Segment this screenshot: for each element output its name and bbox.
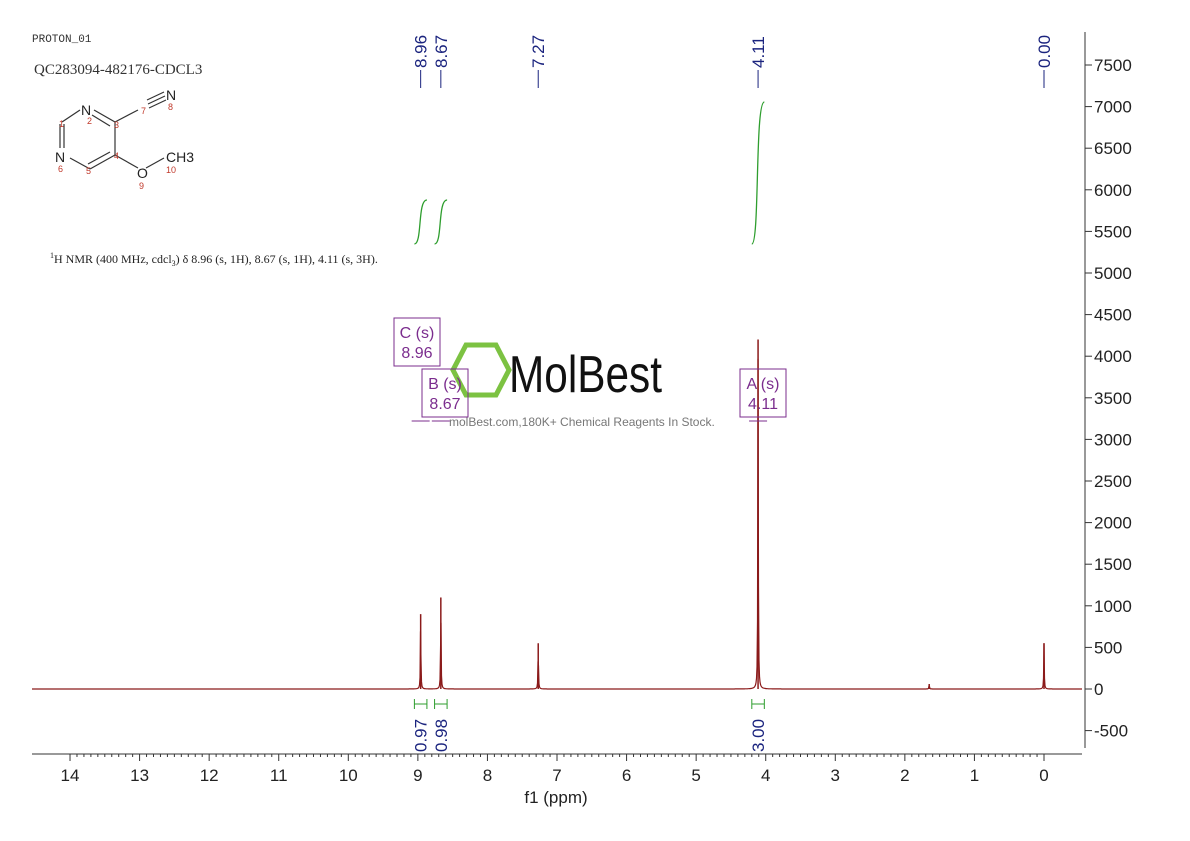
atom-number: 10	[166, 165, 176, 175]
desc-sub: 3	[172, 259, 176, 268]
multiplet-shift: 8.67	[429, 396, 460, 413]
x-tick-label: 10	[339, 766, 358, 785]
multiplet-box	[393, 317, 441, 367]
molbest-watermark: MolBest molBest.com,180K+ Chemical Reage…	[449, 342, 715, 429]
atom-numbers: 1 2 3 4 5 6 7 8 9 10	[58, 102, 176, 191]
atom-number: 1	[59, 119, 64, 129]
peak-label: 7.27	[529, 35, 548, 68]
integral-curve	[433, 199, 448, 245]
atom-number: 2	[87, 116, 92, 126]
nmr-description: 1H NMR (400 MHz, cdcl3) δ 8.96 (s, 1H), …	[50, 251, 378, 268]
y-tick-label: 1000	[1094, 597, 1132, 616]
multiplet-box	[421, 368, 469, 418]
y-tick-label: -500	[1094, 722, 1128, 741]
bond	[145, 157, 165, 169]
chemical-structure	[59, 91, 167, 170]
integral-curve	[751, 101, 765, 245]
x-tick-label: 3	[831, 766, 840, 785]
x-tick-label: 11	[270, 766, 288, 785]
multiplet-shift: 8.96	[401, 345, 432, 362]
multiplet-box	[739, 368, 787, 418]
bond	[87, 151, 111, 165]
multiplet-shift: 4.11	[748, 396, 778, 413]
atom-number: 3	[114, 120, 119, 130]
y-tick-label: 7000	[1094, 98, 1132, 117]
atom-n8: N	[166, 87, 176, 103]
x-tick-label: 13	[130, 766, 149, 785]
multiplet-label: B (s)	[428, 376, 462, 393]
brand-tagline: molBest.com,180K+ Chemical Reagents In S…	[449, 415, 715, 429]
peak-label: 8.96	[412, 35, 431, 68]
bond	[146, 91, 165, 101]
x-tick-label: 9	[413, 766, 422, 785]
spectrum-line	[32, 358, 1082, 690]
atom-o9: O	[137, 165, 148, 181]
integral-curve	[413, 199, 428, 245]
x-tick-label: 12	[200, 766, 219, 785]
bond	[91, 114, 111, 127]
y-tick-label: 2500	[1094, 472, 1132, 491]
desc-sup: 1	[50, 251, 54, 260]
bond	[114, 109, 139, 123]
x-tick-label: 4	[761, 766, 770, 785]
benzene-logo-icon	[450, 342, 512, 398]
integral-value: 0.97	[412, 719, 431, 752]
y-tick-label: 0	[1094, 680, 1103, 699]
atom-number: 8	[168, 102, 173, 112]
bond	[114, 154, 139, 169]
peak-label: 0.00	[1035, 35, 1054, 68]
atom-number: 4	[114, 151, 119, 161]
header: PROTON_01 QC283094-482176-CDCL3 1H NMR (…	[32, 34, 378, 268]
x-tick-label: 6	[622, 766, 631, 785]
integral-value: 3.00	[749, 719, 768, 752]
x-tick-label: 14	[61, 766, 80, 785]
multiplet-label: C (s)	[400, 325, 435, 342]
desc-post: ) δ 8.96 (s, 1H), 8.67 (s, 1H), 4.11 (s,…	[176, 252, 378, 266]
bond	[148, 99, 167, 109]
peak-label: 4.11	[749, 36, 768, 68]
atom-n6: N	[55, 149, 65, 165]
structure-atoms: N N N O CH3	[55, 87, 194, 181]
x-tick-label: 2	[900, 766, 909, 785]
y-tick-label: 3000	[1094, 430, 1132, 449]
x-tick-label: 8	[483, 766, 492, 785]
atom-number: 6	[58, 164, 63, 174]
y-tick-label: 5500	[1094, 222, 1132, 241]
y-tick-label: 2000	[1094, 514, 1132, 533]
x-tick-label: 7	[552, 766, 561, 785]
x-tick-label: 1	[970, 766, 979, 785]
peak-label: 8.67	[432, 35, 451, 68]
integral-value: 0.98	[432, 719, 451, 752]
y-tick-label: 6500	[1094, 139, 1132, 158]
atom-number: 7	[141, 106, 146, 116]
bond	[89, 154, 116, 170]
y-tick-label: 1500	[1094, 555, 1132, 574]
y-tick-label: 7500	[1094, 56, 1132, 75]
y-tick-label: 3500	[1094, 389, 1132, 408]
x-tick-label: 5	[691, 766, 700, 785]
bond	[93, 109, 116, 123]
sample-id: QC283094-482176-CDCL3	[34, 62, 202, 78]
atom-number: 5	[86, 166, 91, 176]
x-tick-label: 0	[1039, 766, 1048, 785]
y-tick-label: 4000	[1094, 347, 1132, 366]
y-tick-label: 500	[1094, 638, 1122, 657]
y-tick-label: 5000	[1094, 264, 1132, 283]
desc-pre: H NMR (400 MHz, cdcl	[54, 252, 172, 266]
y-tick-label: 4500	[1094, 306, 1132, 325]
multiplet-label: A (s)	[747, 376, 780, 393]
brand-name: MolBest	[509, 346, 662, 404]
atom-n2: N	[81, 102, 91, 118]
atom-ch3: CH3	[166, 149, 194, 165]
x-axis-label: f1 (ppm)	[524, 788, 587, 807]
y-tick-label: 6000	[1094, 181, 1132, 200]
bond	[69, 157, 91, 170]
experiment-name: PROTON_01	[32, 34, 92, 46]
atom-number: 9	[139, 181, 144, 191]
bond	[147, 95, 166, 105]
bond	[61, 109, 81, 123]
